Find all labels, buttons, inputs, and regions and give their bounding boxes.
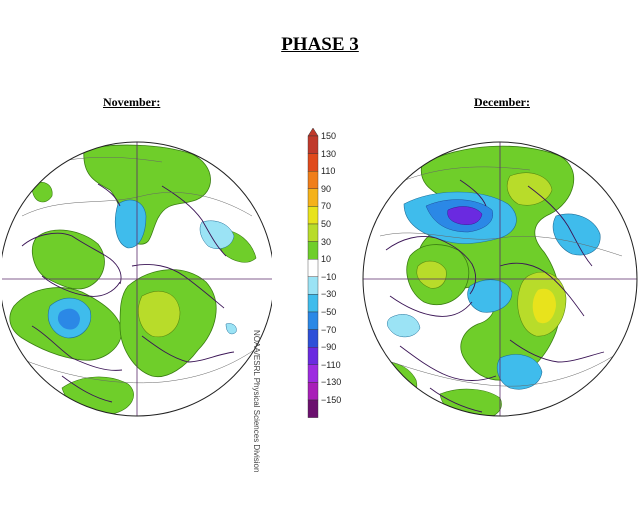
colorbar-tick-label: −90 <box>321 342 337 353</box>
anomaly-negative <box>199 220 235 249</box>
colorbar-swatch <box>307 241 319 260</box>
colorbar-swatch <box>307 171 319 190</box>
colorbar-swatch <box>307 135 319 154</box>
anomaly-positive-strong <box>138 291 181 338</box>
colorbar-tick-label: 70 <box>321 201 332 212</box>
colorbar-tick-label: −130 <box>321 377 342 388</box>
colorbar-swatch <box>307 153 319 172</box>
december-label: December: <box>474 95 530 109</box>
colorbar-tick-label: −70 <box>321 324 337 335</box>
colorbar-tick-label: −10 <box>321 271 337 282</box>
colorbar-tick-label: 150 <box>321 131 337 141</box>
colorbar-swatch <box>307 188 319 207</box>
colorbar-swatch <box>307 399 319 418</box>
colorbar-swatch <box>307 382 319 401</box>
anomaly-negative <box>115 199 147 249</box>
colorbar-tick-label: 10 <box>321 254 332 265</box>
anomaly-positive <box>31 182 53 203</box>
credit-label: NOAA/ESRL Physical Sciences Division <box>252 330 261 473</box>
colorbar-swatch <box>307 364 319 383</box>
november-label: November: <box>103 95 161 109</box>
anomaly-positive-stronger <box>532 288 556 324</box>
anomaly-positive-strong <box>506 172 553 206</box>
colorbar-tick-label: 90 <box>321 183 332 194</box>
colorbar <box>307 128 319 418</box>
colorbar-tick-label: 130 <box>321 148 337 159</box>
colorbar-swatch <box>307 311 319 330</box>
anomaly-negative <box>467 279 513 313</box>
november-polar-map <box>2 141 272 417</box>
anomaly-negative-stronger <box>447 206 483 225</box>
colorbar-swatch <box>307 258 319 277</box>
colorbar-tick-label: 50 <box>321 219 332 229</box>
page-title: PHASE 3 <box>281 34 359 55</box>
anomaly-negative-strong <box>57 308 80 330</box>
colorbar-tick-label: 30 <box>321 236 332 247</box>
colorbar-swatch <box>307 223 319 242</box>
colorbar-tick-label: −110 <box>321 359 341 370</box>
colorbar-tick-label: −30 <box>321 289 337 300</box>
anomaly-negative <box>387 314 421 338</box>
anomaly-negative <box>497 354 543 390</box>
colorbar-swatch <box>307 329 319 348</box>
colorbar-swatch <box>307 276 319 295</box>
colorbar-swatch <box>307 206 319 225</box>
colorbar-tick-label: −150 <box>321 395 342 405</box>
december-polar-map <box>362 141 638 417</box>
colorbar-tick-label: −50 <box>321 307 337 317</box>
colorbar-arrow-top <box>307 128 319 137</box>
colorbar-tick-label: 110 <box>321 166 336 177</box>
anomaly-negative <box>225 323 237 335</box>
anomaly-negative <box>552 213 601 256</box>
colorbar-swatch <box>307 294 319 313</box>
colorbar-swatch <box>307 346 319 365</box>
